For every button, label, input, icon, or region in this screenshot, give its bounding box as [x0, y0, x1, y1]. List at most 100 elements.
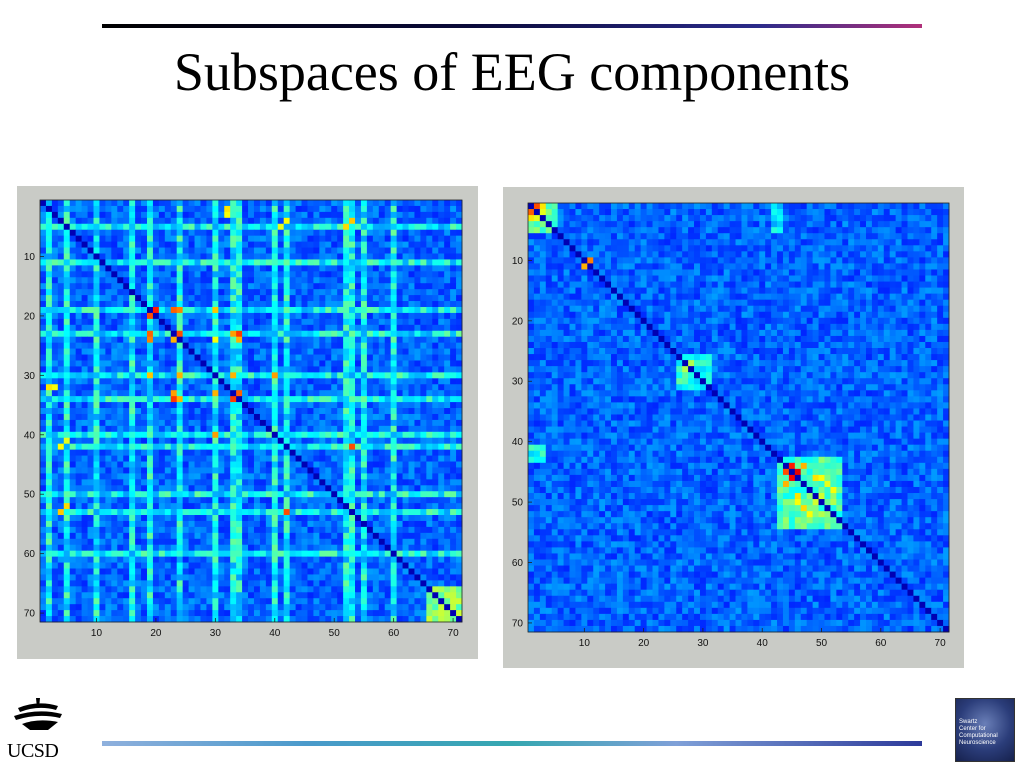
matrix-cell — [45, 520, 53, 528]
matrix-cell — [152, 443, 160, 451]
matrix-cell — [426, 431, 433, 439]
matrix-cell — [384, 247, 392, 254]
matrix-cell — [87, 211, 94, 219]
matrix-cell — [117, 491, 124, 498]
matrix-cell — [319, 324, 326, 332]
matrix-cell — [87, 538, 94, 546]
matrix-cell — [360, 342, 368, 349]
matrix-cell — [402, 283, 409, 290]
matrix-cell — [135, 419, 142, 427]
matrix-cell — [343, 366, 350, 373]
matrix-cell — [289, 437, 296, 445]
matrix-cell — [283, 235, 291, 242]
matrix-cell — [87, 586, 94, 593]
matrix-cell — [135, 592, 142, 599]
matrix-cell — [206, 200, 213, 207]
matrix-cell — [307, 425, 314, 433]
matrix-cell — [432, 211, 439, 219]
matrix-cell — [99, 413, 106, 421]
matrix-cell — [349, 396, 356, 403]
matrix-cell — [414, 306, 421, 314]
matrix-cell — [438, 372, 445, 379]
matrix-cell — [450, 497, 457, 504]
matrix-cell — [343, 265, 350, 272]
matrix-cell — [93, 604, 100, 611]
matrix-cell — [253, 289, 261, 296]
matrix-cell — [307, 556, 314, 563]
matrix-cell — [450, 289, 457, 296]
matrix-cell — [123, 586, 130, 593]
matrix-cell — [432, 378, 439, 385]
matrix-cell — [236, 348, 243, 355]
matrix-cell — [224, 205, 231, 213]
matrix-cell — [176, 372, 184, 379]
matrix-cell — [301, 283, 308, 290]
matrix-cell — [45, 455, 53, 462]
matrix-cell — [69, 419, 77, 427]
matrix-cell — [319, 515, 326, 522]
matrix-cell — [295, 330, 302, 338]
matrix-cell — [343, 461, 350, 468]
matrix-cell — [283, 295, 291, 302]
matrix-cell — [319, 562, 326, 569]
matrix-cell — [372, 455, 380, 462]
matrix-cell — [450, 342, 457, 349]
matrix-cell — [450, 265, 457, 272]
matrix-cell — [307, 408, 314, 415]
matrix-cell — [277, 372, 285, 379]
matrix-cell — [265, 330, 273, 338]
matrix-cell — [164, 384, 172, 391]
matrix-cell — [390, 610, 398, 617]
matrix-cell — [259, 467, 267, 474]
matrix-cell — [420, 366, 427, 373]
matrix-cell — [337, 526, 344, 534]
matrix-cell — [450, 532, 457, 540]
matrix-cell — [158, 390, 166, 397]
matrix-cell — [390, 544, 398, 552]
matrix-cell — [390, 485, 398, 492]
matrix-cell — [396, 568, 403, 575]
matrix-cell — [355, 592, 362, 599]
matrix-cell — [301, 425, 308, 433]
matrix-cell — [75, 366, 82, 373]
matrix-cell — [426, 360, 433, 367]
matrix-cell — [337, 366, 344, 373]
matrix-cell — [194, 532, 201, 540]
matrix-cell — [378, 200, 386, 207]
matrix-cell — [99, 235, 106, 242]
matrix-cell — [301, 330, 308, 338]
matrix-cell — [99, 425, 106, 433]
matrix-cell — [349, 592, 356, 599]
matrix-cell — [355, 467, 362, 474]
matrix-cell — [444, 289, 451, 296]
matrix-cell — [218, 455, 225, 462]
matrix-cell — [301, 491, 308, 498]
matrix-cell — [69, 241, 77, 248]
matrix-cell — [390, 455, 398, 462]
matrix-cell — [432, 455, 439, 462]
matrix-cell — [414, 586, 421, 593]
matrix-cell — [366, 467, 374, 474]
matrix-cell — [402, 419, 409, 427]
matrix-cell — [456, 217, 463, 225]
matrix-cell — [158, 265, 166, 272]
matrix-cell — [271, 336, 279, 344]
matrix-cell — [355, 396, 362, 403]
matrix-cell — [212, 229, 219, 237]
matrix-cell — [81, 366, 88, 373]
matrix-cell — [99, 419, 106, 427]
matrix-cell — [111, 532, 118, 540]
matrix-cell — [93, 384, 100, 391]
matrix-cell — [283, 205, 291, 213]
matrix-cell — [236, 449, 243, 456]
matrix-cell — [438, 200, 445, 207]
matrix-cell — [355, 330, 362, 338]
matrix-cell — [432, 580, 439, 587]
matrix-cell — [337, 419, 344, 427]
matrix-cell — [40, 283, 47, 290]
matrix-cell — [87, 235, 94, 242]
matrix-cell — [146, 455, 154, 462]
matrix-cell — [236, 396, 243, 403]
matrix-cell — [432, 259, 439, 266]
matrix-cell — [414, 217, 421, 225]
